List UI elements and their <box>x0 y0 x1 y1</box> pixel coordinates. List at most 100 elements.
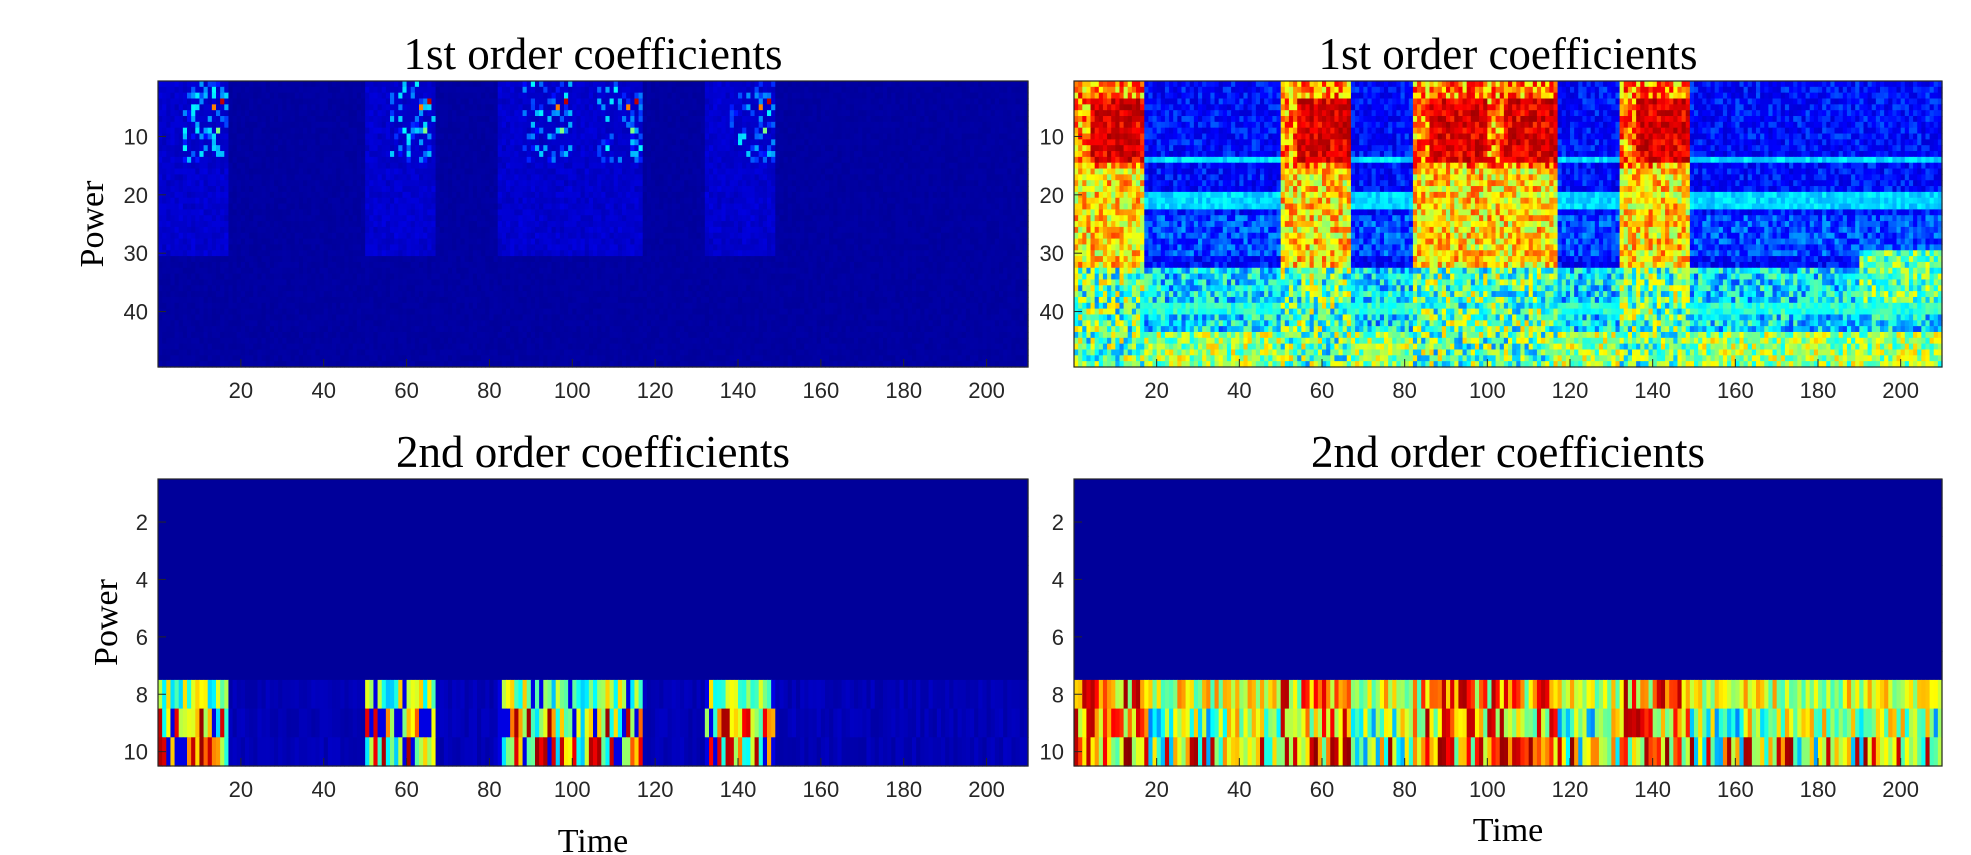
heatmap-cell <box>821 139 826 145</box>
heatmap-cell <box>929 87 934 93</box>
heatmap-cell <box>448 99 453 105</box>
heatmap-cell <box>299 209 304 215</box>
heatmap-cell <box>933 128 938 134</box>
heatmap-cell <box>746 209 751 215</box>
heatmap-cell <box>688 116 693 122</box>
heatmap-cell <box>332 215 337 221</box>
heatmap-cell <box>241 204 246 210</box>
heatmap-cell <box>456 151 461 157</box>
heatmap-cell <box>415 174 420 180</box>
heatmap-cell <box>191 93 196 99</box>
heatmap-cell <box>303 180 308 186</box>
heatmap-cell <box>552 99 557 105</box>
heatmap-cell <box>999 204 1004 210</box>
heatmap-cell <box>216 192 221 198</box>
heatmap-cell <box>1020 186 1025 192</box>
heatmap-cell <box>605 145 610 151</box>
heatmap-cell <box>204 204 209 210</box>
heatmap-cell <box>539 163 544 169</box>
heatmap-cell <box>510 116 515 122</box>
heatmap-cell <box>216 110 221 116</box>
heatmap-cell <box>1011 145 1016 151</box>
heatmap-cell <box>373 192 378 198</box>
heatmap-cell <box>241 128 246 134</box>
heatmap-cell <box>378 174 383 180</box>
heatmap-cell <box>514 198 519 204</box>
heatmap-cell <box>958 157 963 163</box>
heatmap-cell <box>187 116 192 122</box>
heatmap-cell <box>962 180 967 186</box>
heatmap-cell <box>697 186 702 192</box>
heatmap-cell <box>158 81 163 87</box>
heatmap-cell <box>730 104 735 110</box>
heatmap-cell <box>962 186 967 192</box>
heatmap-cell <box>179 134 184 140</box>
heatmap-cell <box>924 134 929 140</box>
heatmap-cell <box>999 128 1004 134</box>
heatmap-cell <box>494 134 499 140</box>
heatmap-cell <box>320 128 325 134</box>
heatmap-cell <box>386 198 391 204</box>
heatmap-cell <box>357 81 362 87</box>
heatmap-cell <box>614 215 619 221</box>
heatmap-cell <box>982 122 987 128</box>
heatmap-cell <box>970 87 975 93</box>
heatmap-cell <box>730 204 735 210</box>
heatmap-cell <box>170 174 175 180</box>
heatmap-cell <box>750 180 755 186</box>
heatmap-cell <box>1003 145 1008 151</box>
heatmap-cell <box>332 99 337 105</box>
heatmap-cell <box>659 192 664 198</box>
heatmap-cell <box>688 128 693 134</box>
heatmap-cell <box>274 145 279 151</box>
heatmap-cell <box>808 192 813 198</box>
heatmap-cell <box>543 104 548 110</box>
heatmap-cell <box>1003 209 1008 215</box>
heatmap-cell <box>456 192 461 198</box>
heatmap-cell <box>539 93 544 99</box>
heatmap-cell <box>900 87 905 93</box>
heatmap-cell <box>220 81 225 87</box>
heatmap-cell <box>560 99 565 105</box>
heatmap-cell <box>680 139 685 145</box>
heatmap-cell <box>456 145 461 151</box>
heatmap-cell <box>784 128 789 134</box>
heatmap-cell <box>630 81 635 87</box>
heatmap-cell <box>813 128 818 134</box>
heatmap-cell <box>241 215 246 221</box>
heatmap-cell <box>684 93 689 99</box>
heatmap-cell <box>883 116 888 122</box>
heatmap-cell <box>680 116 685 122</box>
heatmap-cell <box>195 104 200 110</box>
heatmap-cell <box>941 93 946 99</box>
heatmap-cell <box>568 209 573 215</box>
heatmap-cell <box>419 174 424 180</box>
heatmap-cell <box>224 93 229 99</box>
heatmap-cell <box>676 145 681 151</box>
heatmap-cell <box>663 128 668 134</box>
heatmap-cell <box>879 204 884 210</box>
heatmap-cell <box>825 139 830 145</box>
heatmap-cell <box>854 151 859 157</box>
heatmap-cell <box>398 87 403 93</box>
heatmap-cell <box>436 116 441 122</box>
heatmap-cell <box>912 145 917 151</box>
heatmap-cell <box>328 163 333 169</box>
heatmap-cell <box>187 139 192 145</box>
heatmap-cell <box>328 180 333 186</box>
heatmap-cell <box>1020 134 1025 140</box>
heatmap-cell <box>340 104 345 110</box>
heatmap-cell <box>415 116 420 122</box>
heatmap-cell <box>900 174 905 180</box>
heatmap-cell <box>564 104 569 110</box>
heatmap-cell <box>605 151 610 157</box>
heatmap-cell <box>195 122 200 128</box>
heatmap-cell <box>759 151 764 157</box>
heatmap-cell <box>924 104 929 110</box>
heatmap-cell <box>949 110 954 116</box>
heatmap-cell <box>941 145 946 151</box>
heatmap-cell <box>353 93 358 99</box>
heatmap-cell <box>630 215 635 221</box>
heatmap-cell <box>270 104 275 110</box>
heatmap-cell <box>349 81 354 87</box>
